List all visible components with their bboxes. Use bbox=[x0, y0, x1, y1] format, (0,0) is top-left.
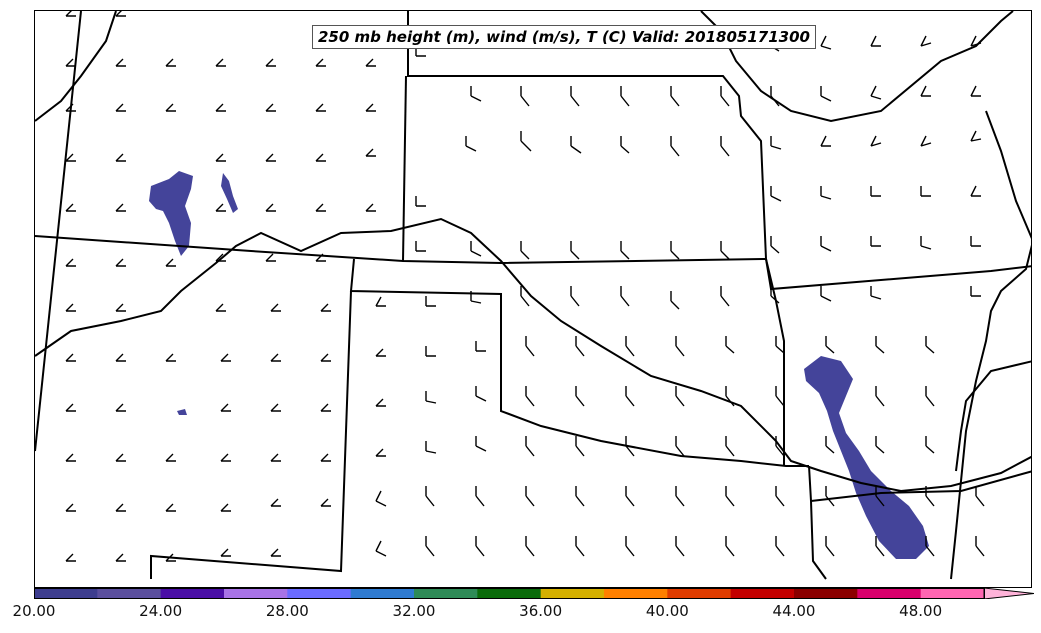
boundary-kansas-west bbox=[402, 75, 407, 262]
colorbar-cell bbox=[414, 588, 478, 599]
map-canvas bbox=[35, 11, 1031, 580]
colorbar-tick-label: 40.00 bbox=[645, 602, 689, 620]
colorbar-cell bbox=[34, 588, 98, 599]
temperature-patch-texas bbox=[804, 356, 929, 559]
height-contour-northwest bbox=[35, 11, 117, 122]
colorbar-cell bbox=[857, 588, 922, 599]
colorbar-tick-label: 48.00 bbox=[899, 602, 943, 620]
boundary-west-meridian bbox=[35, 11, 82, 452]
colorbar-extend-arrow bbox=[983, 588, 1034, 599]
colorbar-cell bbox=[224, 588, 288, 599]
map-panel: 250 mb height (m), wind (m/s), T (C) Val… bbox=[34, 10, 1032, 588]
colorbar-outline bbox=[34, 588, 985, 599]
colorbar-cell bbox=[920, 588, 985, 599]
temperature-fill-layer bbox=[149, 171, 929, 559]
colorbar-cell bbox=[604, 588, 668, 599]
boundary-missouri bbox=[765, 258, 1031, 291]
colorbar-cell bbox=[794, 588, 858, 599]
colorbar-cell bbox=[160, 588, 225, 599]
height-contours bbox=[35, 11, 1031, 493]
colorbar bbox=[34, 588, 1034, 599]
colorbar-cell bbox=[287, 588, 352, 599]
boundary-nebraska-kansas bbox=[407, 11, 767, 260]
colorbar-cell bbox=[667, 588, 732, 599]
temperature-patch-colorado-east bbox=[221, 173, 238, 213]
colorbar-cell bbox=[730, 588, 795, 599]
colorbar-tick-label: 20.00 bbox=[12, 602, 56, 620]
map-title: 250 mb height (m), wind (m/s), T (C) Val… bbox=[312, 25, 816, 49]
wind-barbs bbox=[65, 11, 985, 562]
colorbar-tick-label: 24.00 bbox=[139, 602, 183, 620]
colorbar-cell bbox=[540, 588, 605, 599]
temperature-patch-small bbox=[177, 409, 187, 415]
colorbar-cell bbox=[350, 588, 415, 599]
boundary-missouri-river bbox=[700, 11, 1014, 123]
boundary-mississippi-river bbox=[950, 244, 1031, 580]
colorbar-tick-label: 36.00 bbox=[519, 602, 563, 620]
boundary-oklahoma-east bbox=[765, 258, 785, 466]
colorbar-cell bbox=[477, 588, 542, 599]
height-contour-main bbox=[35, 217, 1031, 493]
boundary-mississippi-upper bbox=[985, 110, 1031, 239]
boundary-texas-east bbox=[808, 465, 827, 580]
boundary-texas-panhandle bbox=[150, 290, 352, 579]
boundary-new-mexico bbox=[349, 258, 809, 467]
colorbar-cell bbox=[97, 588, 162, 599]
state-boundaries bbox=[35, 11, 1031, 580]
boundary-colorado-west bbox=[35, 235, 767, 265]
colorbar-tick-label: 32.00 bbox=[392, 602, 436, 620]
colorbar-tick-label: 28.00 bbox=[265, 602, 309, 620]
boundary-arkansas-south bbox=[810, 470, 1031, 502]
boundary-louisiana bbox=[955, 360, 1031, 472]
temperature-patch-colorado bbox=[149, 171, 193, 256]
colorbar-tick-label: 44.00 bbox=[772, 602, 816, 620]
